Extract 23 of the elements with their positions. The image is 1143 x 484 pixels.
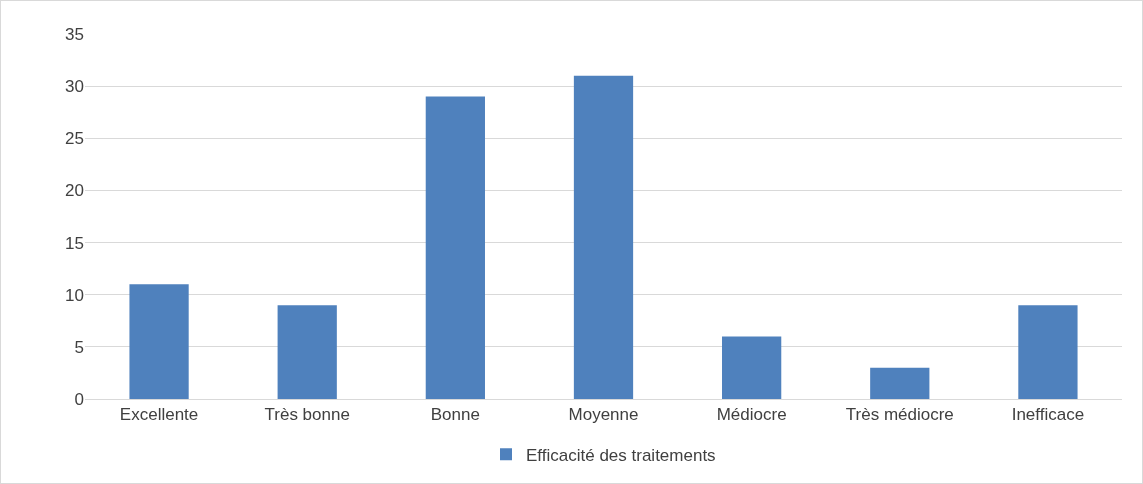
y-tick-label: 15 [65, 233, 84, 253]
bar [1018, 305, 1078, 399]
bar [870, 367, 930, 399]
y-tick-label: 20 [65, 181, 84, 201]
x-tick-label: Très médiocre [845, 405, 954, 425]
y-tick-label: 5 [74, 337, 84, 357]
y-tick-label: 25 [65, 129, 84, 149]
x-tick-label: Moyenne [568, 405, 639, 425]
y-tick-label: 0 [74, 389, 84, 409]
y-tick-label: 35 [65, 24, 84, 44]
x-tick-label: Très bonne [264, 405, 350, 425]
bar [277, 305, 337, 399]
y-tick-label: 30 [65, 77, 84, 97]
x-tick-label: Excellente [119, 405, 199, 425]
bar [722, 336, 782, 399]
y-tick-label: 10 [65, 285, 84, 305]
x-tick-label: Médiocre [716, 405, 787, 425]
bar [425, 96, 485, 399]
bar [573, 75, 634, 399]
bar [129, 284, 189, 399]
legend-label: Efficacité des traitements [526, 445, 716, 465]
x-tick-label: Bonne [430, 405, 480, 425]
x-tick-label: Inefficace [1011, 405, 1085, 425]
